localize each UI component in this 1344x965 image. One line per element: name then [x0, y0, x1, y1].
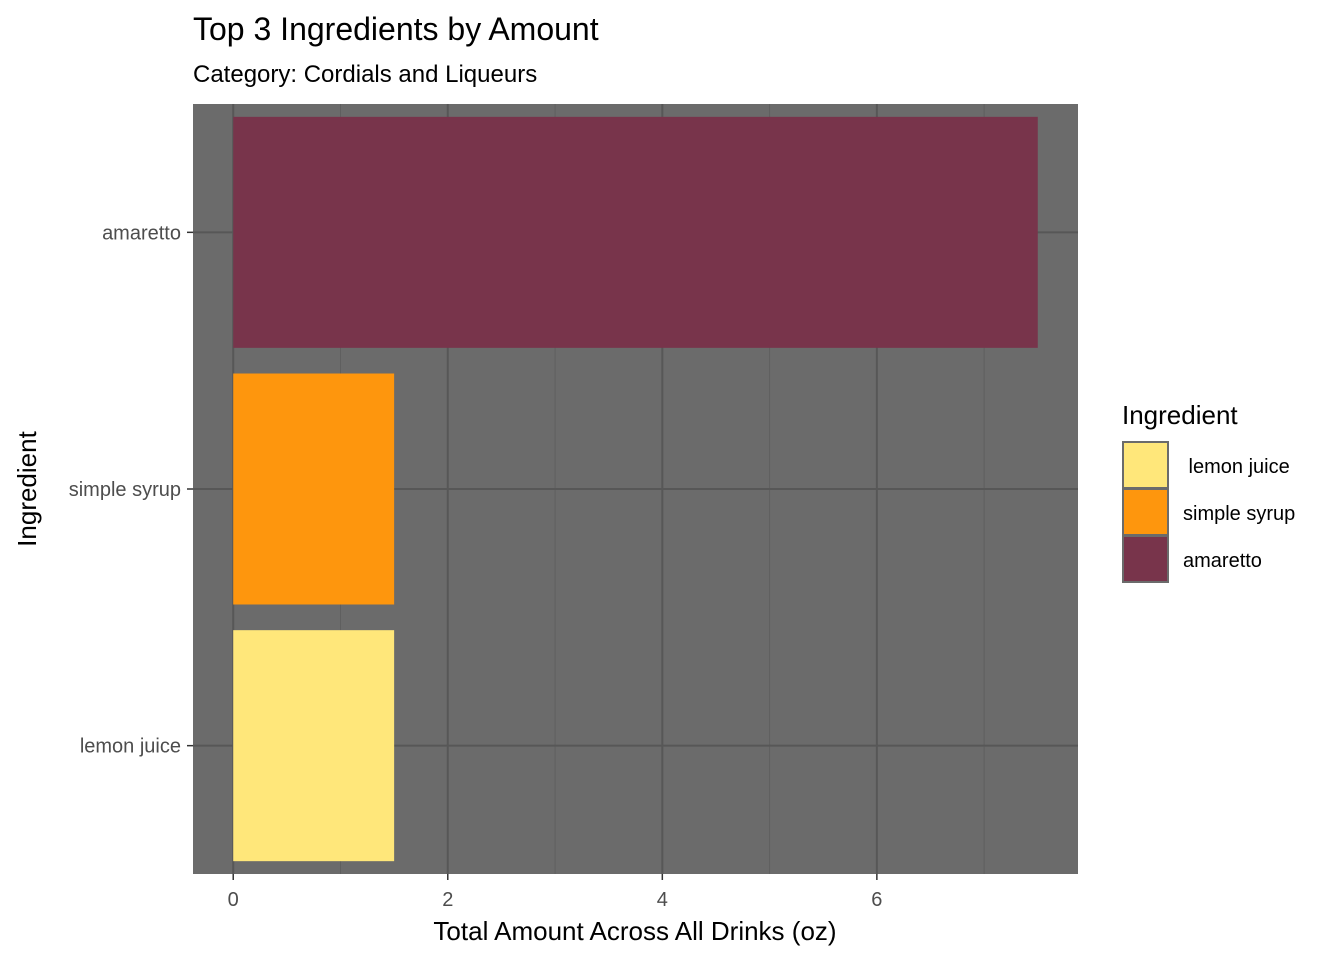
legend-label: lemon juice — [1183, 456, 1290, 478]
x-tick-label: 0 — [228, 889, 239, 911]
bar-amaretto — [233, 116, 1038, 348]
legend-swatch — [1122, 441, 1169, 489]
legend-label: simple syrup — [1183, 503, 1295, 525]
chart-title: Top 3 Ingredients by Amount — [193, 11, 599, 47]
x-axis-label: Total Amount Across All Drinks (oz) — [433, 916, 836, 946]
bar-simple-syrup — [233, 373, 395, 605]
y-axis-label: Ingredient — [12, 430, 42, 546]
legend-title: Ingredient — [1122, 400, 1238, 430]
x-tick-label: 2 — [442, 889, 453, 911]
legend-swatch — [1122, 535, 1169, 583]
x-tick-label: 6 — [871, 889, 882, 911]
legend-swatch — [1122, 488, 1169, 536]
legend: Ingredient lemon juice simple syrup amaret… — [1122, 400, 1295, 583]
chart-subtitle: Category: Cordials and Liqueurs — [193, 61, 537, 88]
y-tick-label: lemon juice — [80, 736, 181, 758]
y-tick-label: amaretto — [102, 222, 181, 244]
y-tick-label: simple syrup — [69, 479, 181, 501]
x-tick-label: 4 — [657, 889, 668, 911]
legend-label: amaretto — [1183, 550, 1262, 572]
bar-lemon-juice — [233, 630, 395, 862]
